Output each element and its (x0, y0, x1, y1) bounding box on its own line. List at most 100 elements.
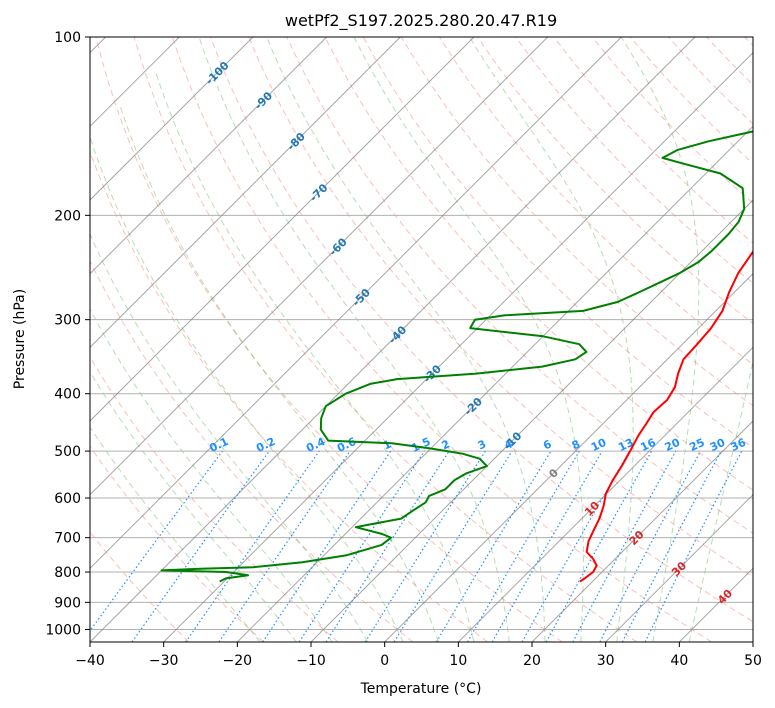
line-labels: 0.1 0.2 0.4 0.6 1 1.5 2 3 4 6 8 10 13 16 20 25 30 36-100-… (203, 59, 748, 607)
mixing-ratio-label: 10 (589, 436, 609, 454)
moist-adiabat (469, 37, 634, 642)
isotherm (90, 37, 475, 422)
moist-adiabat (620, 37, 700, 642)
y-tick-label: 200 (54, 208, 81, 224)
profile-series (160, 130, 753, 583)
isotherm (678, 567, 753, 642)
mixing-ratio-line (298, 450, 425, 642)
chart-title: wetPf2_S197.2025.280.20.47.R19 (285, 11, 557, 31)
dewpoint-line (160, 130, 753, 583)
isotherm (310, 199, 753, 642)
pressure-gridlines (90, 37, 753, 630)
x-tick-label: −10 (296, 653, 326, 669)
moist-adiabat (353, 37, 584, 642)
y-axis-label: Pressure (hPa) (12, 289, 28, 389)
x-tick-label: −20 (223, 653, 253, 669)
isotherm (457, 346, 753, 642)
y-tick-label: 800 (54, 565, 81, 581)
moist-adiabat (155, 72, 475, 642)
mixing-ratio-label: 0.4 (304, 435, 327, 455)
x-tick-label: 30 (597, 653, 615, 669)
dry-adiabat (90, 445, 264, 642)
dry-adiabat (90, 531, 190, 642)
isotherm (236, 125, 753, 642)
isotherm (90, 37, 401, 349)
isotherm-label: -80 (285, 130, 308, 153)
y-tick-label: 400 (54, 387, 81, 403)
moist-adiabat (90, 370, 297, 642)
moist-adiabat (90, 426, 261, 642)
dry-adiabat (324, 37, 753, 491)
moist-adiabat (90, 308, 333, 642)
dry-adiabat (591, 37, 753, 204)
isotherm (90, 37, 622, 570)
dry-adiabat (706, 37, 753, 86)
x-axis-label: Temperature (°C) (360, 681, 482, 697)
isotherm (752, 641, 753, 642)
mixing-ratio-line (131, 450, 270, 642)
mixing-ratio-line (364, 450, 486, 642)
isotherm-label: -90 (252, 89, 275, 112)
mixing-ratio-label: 25 (687, 436, 706, 454)
y-tick-label: 100 (54, 30, 81, 46)
moist-adiabat (119, 104, 439, 642)
dry-adiabat (133, 37, 638, 642)
mixing-ratio-line (262, 450, 392, 642)
x-tick-label: 50 (744, 653, 762, 669)
y-axis-ticks: 1000 900 800 700 600 500 400 300 200 100 (45, 30, 90, 638)
x-tick-label: 0 (380, 653, 389, 669)
plot-frame (89, 36, 754, 643)
moist-adiabat (198, 37, 510, 642)
isotherm (90, 37, 549, 496)
mixing-ratio-label: 20 (663, 436, 683, 454)
isotherm (90, 37, 328, 275)
mixing-ratio-label: 0.6 (335, 435, 358, 455)
dry-adiabat (90, 259, 414, 642)
isotherm (531, 420, 753, 642)
isotherm-label: -100 (203, 59, 232, 88)
x-tick-label: −40 (75, 653, 105, 669)
moist-adiabat (688, 358, 753, 642)
mixing-ratio-line (599, 450, 702, 642)
mixing-ratio-label: 16 (638, 436, 658, 454)
y-tick-label: 500 (54, 444, 81, 460)
mixing-ratio-label: 1 (381, 437, 393, 452)
mixing-ratio-line (325, 450, 450, 642)
dry-adiabat (668, 37, 753, 125)
mixing-ratio-label: 0.1 (207, 435, 230, 455)
y-tick-label: 900 (54, 595, 81, 611)
dry-adiabat (515, 37, 753, 284)
isotherms (90, 37, 753, 642)
y-tick-label: 700 (54, 531, 81, 547)
plot-area: 0.1 0.2 0.4 0.6 1 1.5 2 3 4 6 8 10 13 16 20 25 30 36-100-… (90, 37, 753, 642)
dry-adiabat (744, 37, 753, 47)
mixing-ratio-line (90, 450, 223, 632)
moist-adiabat (266, 37, 546, 642)
dry-adiabat (90, 356, 339, 642)
moist-adiabat (90, 135, 404, 642)
mixing-ratio-line (521, 450, 631, 642)
isotherm (384, 272, 753, 642)
mixing-ratio-line (644, 450, 743, 642)
x-tick-label: 10 (449, 653, 467, 669)
mixing-ratio-line (572, 450, 677, 642)
dry-adiabat (286, 37, 753, 534)
mixing-ratio-label: 36 (729, 436, 749, 454)
isotherm (163, 51, 753, 642)
mixing-ratio-label: 1.5 (409, 435, 432, 455)
moist-adiabat (90, 232, 369, 642)
y-tick-label: 300 (54, 313, 81, 329)
x-axis-ticks: −40 −30 −20 −10 0 10 20 30 40 50 (75, 642, 762, 669)
isotherm (90, 37, 696, 642)
dry-adiabat (248, 37, 753, 578)
mixing-ratio-label: 30 (708, 436, 728, 454)
mixing-ratio-label: 8 (570, 437, 582, 452)
dry-adiabat (90, 150, 488, 642)
mixing-ratio-lines (90, 450, 743, 642)
y-tick-label: 1000 (45, 622, 81, 638)
mixing-ratio-label: 3 (476, 437, 488, 452)
mixing-ratio-line (185, 450, 320, 642)
mixing-ratio-label: 6 (541, 437, 554, 452)
dry-adiabat (171, 37, 712, 642)
